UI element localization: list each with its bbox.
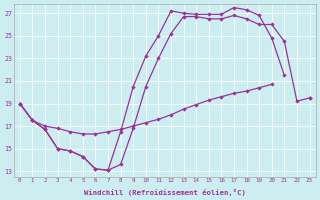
X-axis label: Windchill (Refroidissement éolien,°C): Windchill (Refroidissement éolien,°C) [84, 189, 246, 196]
